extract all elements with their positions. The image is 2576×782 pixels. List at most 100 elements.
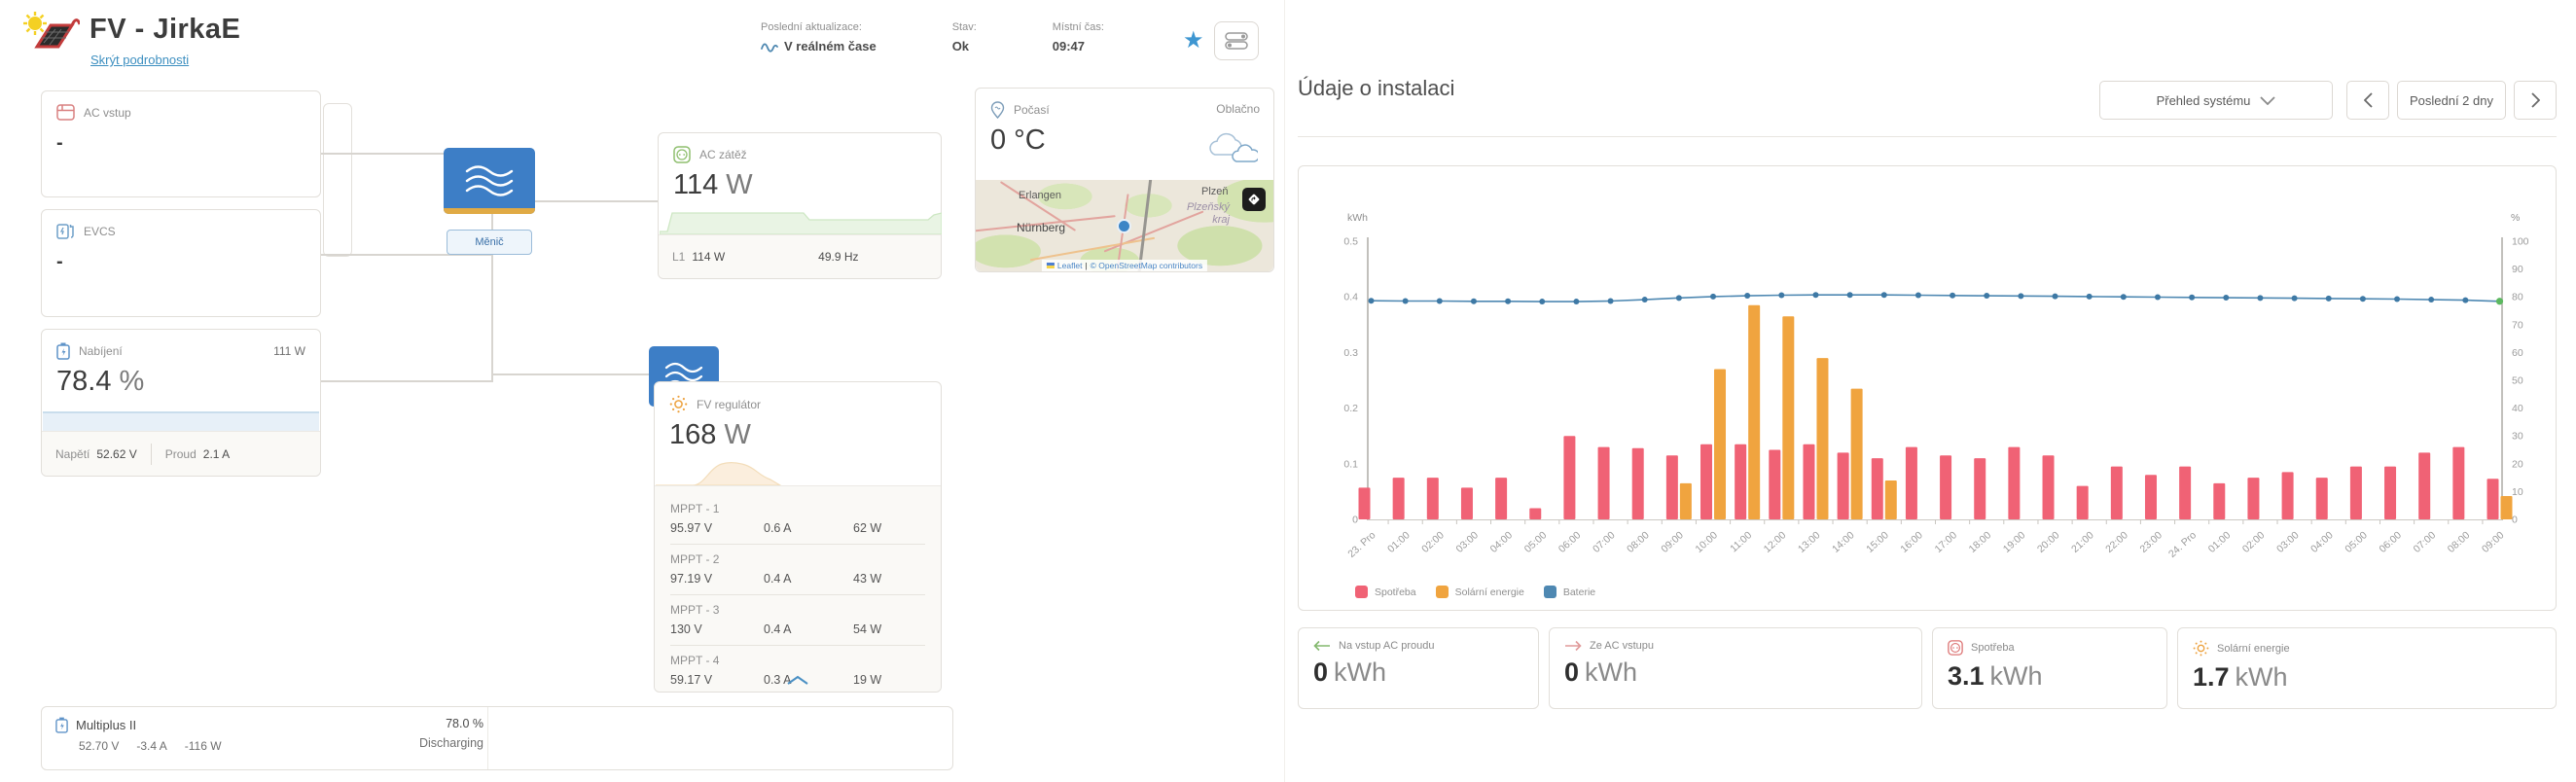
device-title: Multiplus II [76,718,137,732]
weather-condition: Oblačno [1216,102,1260,116]
separator [1298,136,2557,137]
chart-canvas: kWh % 0 0.1 0.2 0.3 0.4 0.5 0 10 20 30 40 50 60 70 80 90 1… [1343,212,2528,560]
svg-text:70: 70 [2512,319,2523,331]
solar-sparkline [656,461,782,485]
svg-text:20: 20 [2512,458,2523,470]
battery-icon [55,717,68,733]
sliders-icon [1225,32,1248,50]
ac-load-card: AC zátěž 114 W L1 114 W 49.9 Hz [658,132,942,279]
battery-footer: Napětí 52.62 V Proud 2.1 A [42,431,320,476]
socket-icon [673,146,691,163]
multiplus-current: -3.4 A [136,739,167,753]
mppt-row: MPPT - 3 130 V 0.4 A 54 W [670,595,925,646]
svg-text:0: 0 [2512,515,2518,526]
card-title: EVCS [84,224,116,238]
legend-battery[interactable]: Baterie [1543,586,1595,598]
connector-ac-load [534,200,658,202]
location-marker [1117,219,1131,233]
legend-swatch [1435,586,1449,598]
card-title: Nabíjení [79,344,123,358]
divider [487,707,488,769]
date-range-button[interactable]: Poslední 2 dny [2397,81,2506,120]
svg-text:90: 90 [2512,264,2523,275]
battery-card: Nabíjení 111 W 78.4 % Napětí 52.62 V Pro… [41,329,321,477]
country-border [1136,180,1153,271]
sun-icon [2193,640,2209,657]
weather-card: Počasí Oblačno 0 °C Erlangen Nürnberg Pl… [975,88,1274,272]
pulse-icon [761,41,778,53]
next-period-button[interactable] [2514,81,2557,120]
multiplus-power: -116 W [184,739,222,753]
status-state: Stav: Ok [951,21,977,53]
svg-text:02:00: 02:00 [1419,529,1447,555]
collapse-button[interactable] [655,675,941,686]
battery-icon [56,342,70,360]
socket-icon [1948,640,1963,656]
flag-icon [1046,263,1055,268]
svg-text:24. Pro: 24. Pro [2166,529,2199,560]
svg-text:10: 10 [2512,486,2523,498]
chevron-down-icon [2260,95,2276,105]
ac-load-sparkline [660,212,942,234]
legend-solar[interactable]: Solární energie [1435,586,1524,598]
inverter-node[interactable] [444,148,535,214]
svg-text:16:00: 16:00 [1898,529,1925,555]
prev-period-button[interactable] [2346,81,2389,120]
svg-text:18:00: 18:00 [1967,529,1994,555]
battery-voltage: 52.62 V [96,446,137,461]
svg-text:06:00: 06:00 [2377,529,2404,555]
ac-input-value: - [56,132,63,154]
grid-icon [56,104,75,121]
directions-button[interactable] [1242,188,1266,211]
legend-consumption[interactable]: Spotřeba [1355,586,1416,598]
junction-node [323,103,352,257]
mppt-row: MPPT - 2 97.19 V 0.4 A 43 W [670,545,925,595]
status-last-update: Poslední aktualizace: V reálném čase [761,21,877,53]
favorite-star-icon[interactable]: ★ [1183,27,1204,53]
svg-text:23:00: 23:00 [2137,529,2165,555]
map-attribution: Leaflet | © OpenStreetMap contributors [1041,260,1208,271]
arrow-left-icon [1313,640,1331,652]
chevron-up-icon [787,675,808,685]
ev-charger-icon [56,223,75,239]
device-values: 52.70 V -3.4 A -116 W [79,739,222,753]
svg-text:23. Pro: 23. Pro [1345,529,1377,560]
svg-text:09:00: 09:00 [1659,529,1686,555]
mppt-row: MPPT - 1 95.97 V 0.6 A 62 W [670,494,925,545]
svg-text:14:00: 14:00 [1830,529,1857,555]
panel-divider [1284,0,1285,782]
svg-text:0: 0 [1352,515,1358,526]
svg-text:02:00: 02:00 [2240,529,2268,555]
status-bar: Poslední aktualizace: V reálném čase Sta… [761,21,1104,53]
svg-text:0.2: 0.2 [1343,403,1358,414]
energy-summary: Na vstup AC proudu 0 kWh Ze AC vstupu 0 kW… [1298,627,2557,709]
connector-battery [321,380,492,382]
svg-text:04:00: 04:00 [2308,529,2336,555]
victron-wave-icon [465,165,514,196]
svg-text:05:00: 05:00 [1522,529,1550,555]
svg-text:01:00: 01:00 [1385,529,1413,555]
ac-load-l1: 114 W [692,250,726,264]
display-options-button[interactable] [1214,21,1259,60]
hide-details-link[interactable]: Skrýt podrobnosti [90,53,190,67]
weather-map[interactable]: Erlangen Nürnberg Plzeň Plzeňský kraj Le… [976,180,1273,271]
card-title: AC vstup [84,105,131,120]
svg-text:40: 40 [2512,403,2523,414]
site-logo [23,12,80,54]
view-selector-dropdown[interactable]: Přehled systému [2099,81,2333,120]
location-pin-icon [990,101,1005,119]
legend-swatch [1355,586,1368,598]
inverter-label[interactable]: Měnič [447,230,532,255]
multiplus-state: Discharging [418,736,483,750]
directions-icon [1248,194,1260,205]
card-title: FV regulátor [697,397,762,411]
battery-current: 2.1 A [202,446,231,461]
map-label-region: Plzeňský kraj [1186,201,1230,227]
connector-ac-input [321,153,444,155]
svg-text:0.5: 0.5 [1343,236,1358,248]
page-title: FV - JirkaE [89,14,241,45]
svg-text:22:00: 22:00 [2103,529,2130,555]
svg-text:80: 80 [2512,292,2523,303]
